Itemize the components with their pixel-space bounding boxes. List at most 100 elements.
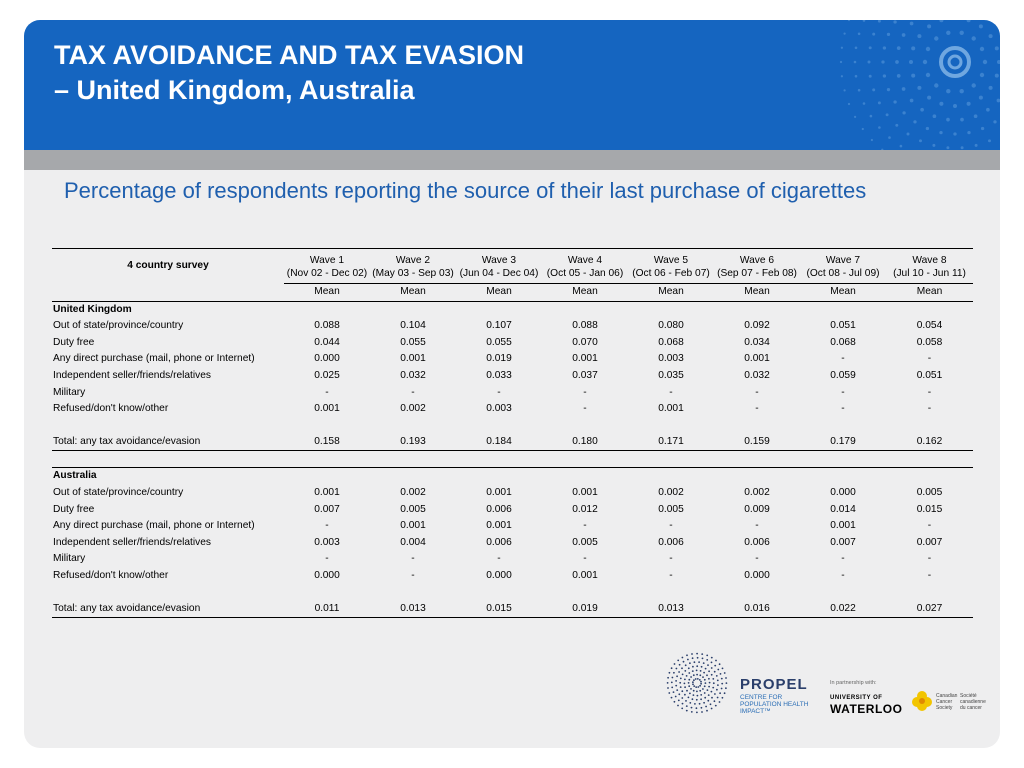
row-label xyxy=(52,451,284,468)
table-cell: 0.051 xyxy=(830,320,856,332)
table-cell: - xyxy=(755,553,759,565)
table-cell xyxy=(456,301,542,318)
wave-header: Wave 2 (May 03 - Sep 03) xyxy=(370,248,456,284)
table-cell: 0.019 xyxy=(486,353,512,365)
row-label: Duty free xyxy=(53,336,95,348)
table-cell xyxy=(628,418,714,434)
wave-header: Wave 6 (Sep 07 - Feb 08) xyxy=(714,248,800,284)
table-cell: 0.035 xyxy=(658,369,684,381)
spacer-row xyxy=(52,418,973,434)
table-cell xyxy=(800,585,886,601)
table-cell xyxy=(542,585,628,601)
university-line-1: UNIVERSITY OF xyxy=(830,695,883,701)
table-cell: - xyxy=(669,553,673,565)
table-row: Out of state/province/country 0.001 0.002 0… xyxy=(52,485,973,502)
table-row: Independent seller/friends/relatives 0.00… xyxy=(52,535,973,552)
table-cell xyxy=(886,451,973,468)
table-cell: 0.054 xyxy=(916,320,943,332)
table-cell: - xyxy=(669,569,673,581)
table-cell: - xyxy=(755,520,759,532)
table-cell: 0.013 xyxy=(628,600,714,619)
table-cell: 0.032 xyxy=(744,369,770,381)
row-label: Independent seller/friends/relatives xyxy=(53,369,212,381)
table-cell: 0.059 xyxy=(830,369,856,381)
mean-label: Mean xyxy=(456,283,542,302)
table-cell: - xyxy=(927,403,932,415)
table-cell: 0.001 xyxy=(572,353,598,365)
table-cell: 0.016 xyxy=(714,600,800,619)
mean-label: Mean xyxy=(284,283,370,302)
table-cell: - xyxy=(927,553,932,565)
table-cell: 0.171 xyxy=(628,433,714,452)
table-cell: - xyxy=(411,569,415,581)
table-cell: 0.003 xyxy=(486,403,512,415)
table-cell: 0.000 xyxy=(314,569,340,581)
row-label xyxy=(52,585,284,601)
table-row: Out of state/province/country 0.088 0.104 0… xyxy=(52,318,973,335)
section-header-row: United Kingdom xyxy=(52,301,973,318)
table-cell: - xyxy=(841,403,845,415)
table-cell: - xyxy=(411,553,415,565)
table-cell xyxy=(284,451,370,468)
row-label: Duty free xyxy=(53,503,95,515)
row-label: Total: any tax avoidance/evasion xyxy=(52,433,284,452)
table-cell xyxy=(284,585,370,601)
table-cell: 0.005 xyxy=(916,486,943,498)
table-cell: 0.080 xyxy=(658,320,684,332)
total-row: Total: any tax avoidance/evasion 0.158 0.1… xyxy=(52,433,973,452)
table-cell xyxy=(456,585,542,601)
table-cell: 0.000 xyxy=(744,569,770,581)
table-cell xyxy=(714,585,800,601)
table-cell xyxy=(284,467,370,485)
decorative-dots-pattern xyxy=(839,20,1000,167)
table-cell xyxy=(886,467,973,485)
title-line-1: TAX AVOIDANCE AND TAX EVASION xyxy=(54,40,525,70)
table-cell: - xyxy=(583,520,587,532)
spacer-row xyxy=(52,585,973,601)
table-cell: - xyxy=(583,386,587,398)
mean-label: Mean xyxy=(714,283,800,302)
table-cell: 0.092 xyxy=(744,320,770,332)
table-cell: 0.011 xyxy=(284,600,370,619)
table-row: Refused/don't know/other 0.001 0.002 0.003 -… xyxy=(52,401,973,418)
table-cell xyxy=(542,451,628,468)
wave-header: Wave 8 (Jul 10 - Jun 11) xyxy=(886,248,973,284)
table-cell: 0.006 xyxy=(486,503,512,515)
row-label: Refused/don't know/other xyxy=(53,569,169,581)
mean-label: Mean xyxy=(628,283,714,302)
table-cell: 0.058 xyxy=(916,336,943,348)
propel-subtitle: CENTRE FOR POPULATION HEALTH IMPACT™ xyxy=(740,694,809,715)
spacer-row xyxy=(52,451,973,468)
table-cell: 0.193 xyxy=(370,433,456,452)
table-cell: 0.006 xyxy=(658,536,684,548)
table-row: Duty free 0.044 0.055 0.055 0.070 0.068 0.034 0… xyxy=(52,335,973,352)
table-cell xyxy=(886,301,973,318)
table-cell: - xyxy=(325,553,329,565)
table-cell: 0.158 xyxy=(284,433,370,452)
table-cell: 0.000 xyxy=(830,486,856,498)
table-cell xyxy=(542,418,628,434)
row-label: United Kingdom xyxy=(53,303,132,315)
table-cell: 0.007 xyxy=(830,536,856,548)
table-cell: 0.044 xyxy=(314,336,340,348)
table-cell: 0.051 xyxy=(916,369,943,381)
table-cell xyxy=(284,418,370,434)
table-cell xyxy=(800,451,886,468)
table-cell xyxy=(456,451,542,468)
title-line-2: – United Kingdom, Australia xyxy=(54,75,415,105)
table-cell: - xyxy=(755,386,759,398)
university-line-2: WATERLOO xyxy=(830,702,903,716)
table-cell xyxy=(800,418,886,434)
table-cell: 0.068 xyxy=(658,336,684,348)
table-cell xyxy=(628,301,714,318)
table-cell: - xyxy=(497,386,501,398)
table-cell xyxy=(628,585,714,601)
wave-header: Wave 5 (Oct 06 - Feb 07) xyxy=(628,248,714,284)
table-cell: 0.007 xyxy=(314,503,340,515)
table-cell: 0.006 xyxy=(486,536,512,548)
slide: TAX AVOIDANCE AND TAX EVASION – United K… xyxy=(24,20,1000,748)
wave-header: Wave 4 (Oct 05 - Jan 06) xyxy=(542,248,628,284)
table-cell: - xyxy=(841,569,845,581)
table-row: Military - - - - - - - - xyxy=(52,551,973,568)
table-cell: 0.004 xyxy=(400,536,426,548)
